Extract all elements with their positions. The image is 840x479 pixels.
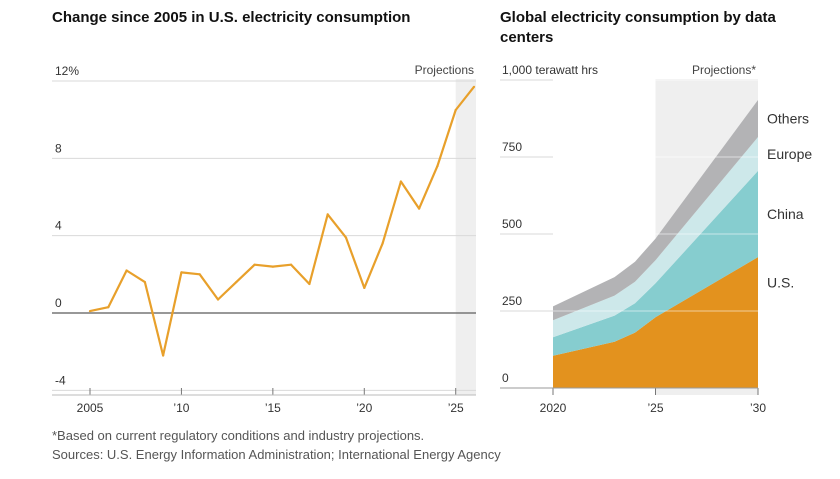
data-point xyxy=(271,265,274,268)
y-tick-label-right: 750 xyxy=(502,140,522,154)
sources: Sources: U.S. Energy Information Adminis… xyxy=(52,447,501,462)
data-point xyxy=(344,236,348,239)
projection-label-left: Projections xyxy=(415,63,474,77)
projection-band-left xyxy=(455,79,476,395)
y-tick-label-left: 0 xyxy=(55,296,62,310)
data-point xyxy=(125,269,128,272)
data-point xyxy=(143,280,146,284)
y-tick-label-right: 0 xyxy=(502,371,509,385)
data-point xyxy=(418,207,421,210)
series-label: China xyxy=(767,206,804,222)
data-point xyxy=(436,164,439,168)
data-point xyxy=(308,282,311,286)
area-europe xyxy=(553,137,758,338)
x-tick-label-left: 2005 xyxy=(77,401,104,415)
data-point xyxy=(88,309,92,313)
data-point xyxy=(162,354,165,357)
footnote: *Based on current regulatory conditions … xyxy=(52,428,425,443)
y-tick-label-right: 1,000 terawatt hrs xyxy=(502,63,598,77)
data-point xyxy=(290,263,293,266)
x-tick-label-right: 2020 xyxy=(540,401,567,415)
area-us xyxy=(553,257,758,388)
series-label: Europe xyxy=(767,146,812,162)
area-china xyxy=(553,170,758,356)
notes: *Based on current regulatory conditions … xyxy=(52,426,501,464)
us-consumption-line xyxy=(89,86,475,357)
data-point xyxy=(381,242,384,245)
y-tick-label-left: 12% xyxy=(55,64,79,78)
x-tick-label-right: ’25 xyxy=(647,401,663,415)
data-point xyxy=(253,263,256,266)
y-tick-label-left: 4 xyxy=(55,219,62,233)
right-chart-title: Global electricity consumption by data c… xyxy=(500,9,776,46)
data-point xyxy=(107,306,110,309)
data-point xyxy=(180,271,183,274)
x-tick-label-left: ’20 xyxy=(356,401,372,415)
y-tick-label-left: -4 xyxy=(55,373,66,387)
data-point xyxy=(326,213,329,216)
data-point xyxy=(454,108,457,112)
x-tick-label-left: ’10 xyxy=(173,401,189,415)
data-point xyxy=(198,273,201,276)
left-chart-title: Change since 2005 in U.S. electricity co… xyxy=(52,9,411,26)
data-point xyxy=(363,286,366,289)
data-point xyxy=(472,85,476,88)
x-tick-label-left: ’15 xyxy=(265,401,281,415)
x-tick-label-left: ’25 xyxy=(448,401,464,415)
series-label: U.S. xyxy=(767,275,794,291)
area-others xyxy=(553,100,758,321)
x-tick-label-right: ’30 xyxy=(750,401,766,415)
y-tick-label-right: 250 xyxy=(502,294,522,308)
projection-label-right: Projections* xyxy=(692,63,756,77)
data-point xyxy=(235,280,238,284)
y-tick-label-left: 8 xyxy=(55,141,62,155)
data-point xyxy=(216,298,220,301)
series-label: Others xyxy=(767,111,809,127)
y-tick-label-right: 500 xyxy=(502,217,522,231)
data-point xyxy=(399,180,402,183)
